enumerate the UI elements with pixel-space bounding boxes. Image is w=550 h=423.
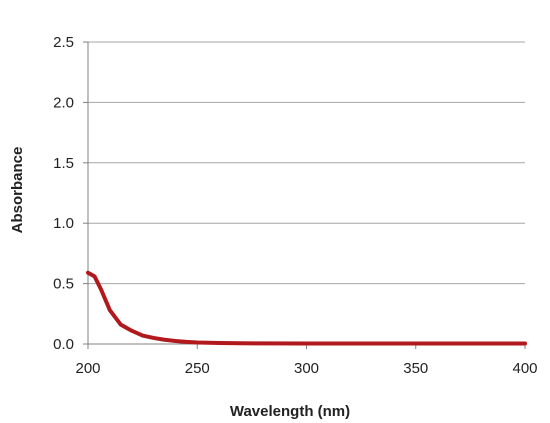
x-tick-label: 350 [403,360,428,377]
y-tick-label: 0.0 [53,336,74,353]
x-tick-label: 300 [294,360,319,377]
x-tick-label: 250 [185,360,210,377]
y-tick-label: 2.5 [53,34,74,51]
x-axis-label: Wavelength (nm) [230,403,350,420]
y-tick-label: 1.5 [53,155,74,172]
x-tick-label: 400 [512,360,537,377]
y-tick-label: 0.5 [53,276,74,293]
y-tick-labels: 0.0 0.5 1.0 1.5 2.0 2.5 [53,34,74,353]
gridlines [88,41,525,285]
y-axis-label: Absorbance [9,147,26,234]
y-tick-label: 2.0 [53,94,74,111]
absorbance-series-line [86,270,527,346]
x-tick-label: 200 [75,360,100,377]
x-tick-labels: 200 250 300 350 400 [75,360,537,377]
y-tick-label: 1.0 [53,215,74,232]
series-group [86,270,527,346]
axes [83,41,526,349]
